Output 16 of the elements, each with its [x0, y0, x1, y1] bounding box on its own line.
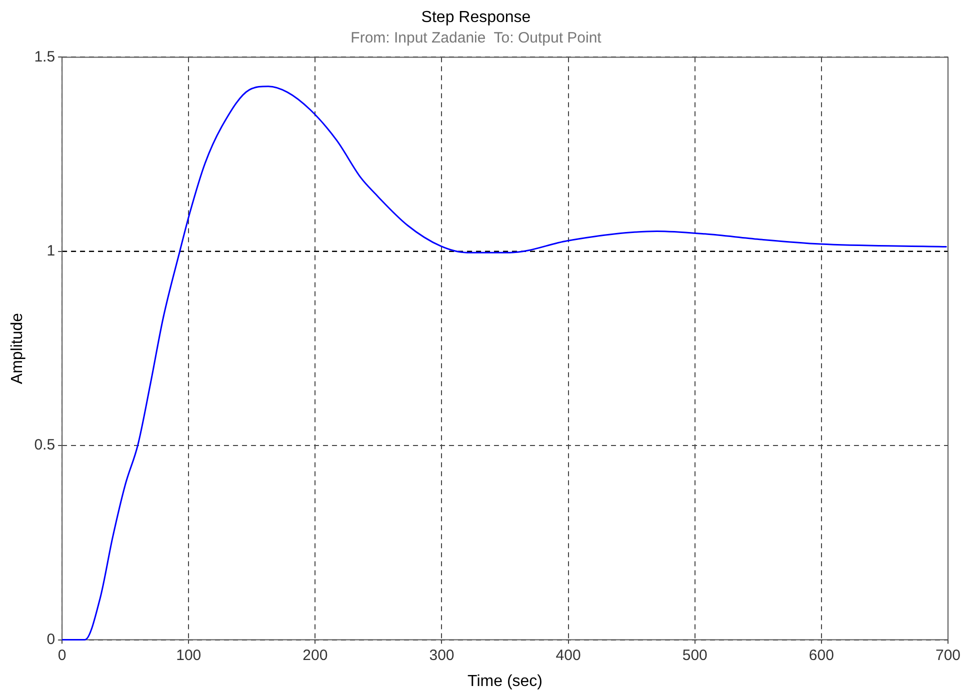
x-tick-label: 100	[176, 646, 202, 664]
y-axis-title: Amplitude	[9, 312, 26, 384]
y-tick-label: 1.5	[34, 48, 56, 66]
x-axis-title: Time (sec)	[468, 672, 543, 690]
x-tick-label: 0	[58, 646, 66, 664]
x-tick-label: 200	[302, 646, 328, 664]
y-tick-label: 1	[46, 242, 56, 260]
x-tick-label: 700	[935, 646, 961, 664]
x-tick-label: 500	[682, 646, 708, 664]
chart-title: Step Response	[421, 9, 531, 26]
chart-subtitle: From: Input Zadanie To: Output Point	[350, 29, 602, 46]
y-tick-label: 0.5	[34, 436, 56, 454]
x-tick-label: 400	[556, 646, 581, 664]
x-tick-label: 600	[808, 646, 834, 664]
y-tick-label: 0	[46, 630, 56, 648]
x-tick-label: 300	[429, 646, 454, 664]
